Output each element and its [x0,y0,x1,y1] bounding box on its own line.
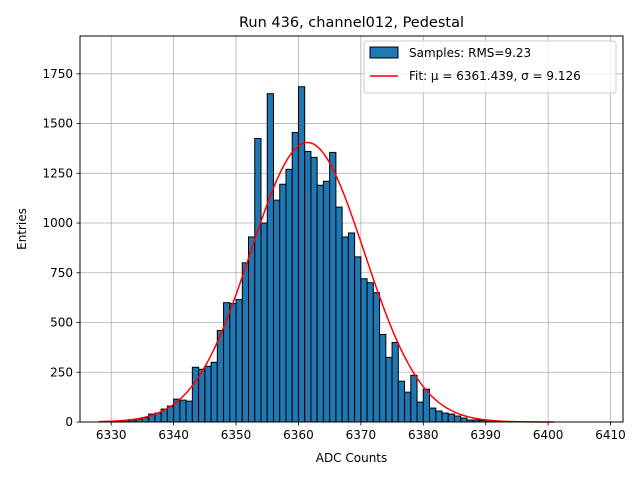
histogram-bar [329,151,337,423]
y-tick-label: 1750 [42,67,73,81]
histogram-bar [422,388,431,423]
chart-title: Run 436, channel012, Pedestal [239,15,464,31]
histogram-bar [435,410,443,423]
y-axis-ticks: 0 250 500 750 1000 1250 1500 1750 [42,67,80,429]
histogram-bar [254,137,262,423]
histogram-bar [248,236,256,423]
histogram-bar [229,303,237,423]
histogram-bar [416,401,424,423]
x-tick-label: 6360 [283,428,314,442]
histogram-bar [322,180,331,423]
histogram-bar [241,262,250,423]
fit-curve-layer [98,141,555,423]
x-tick-label: 6330 [96,428,127,442]
histogram-bar [335,206,343,423]
legend-histogram-swatch [369,46,399,59]
histogram-bar [354,256,362,423]
y-tick-label: 1500 [42,117,73,131]
histogram-bar [204,365,212,423]
histogram-bar [379,333,387,423]
histogram-bar [360,278,368,423]
x-tick-label: 6380 [408,428,439,442]
histogram-bar [391,341,399,423]
histogram-bar [347,232,356,423]
histogram-bar [397,380,406,423]
x-tick-label: 6390 [470,428,501,442]
legend-histogram-label: Samples: RMS=9.23 [409,46,531,60]
legend-fit-label: Fit: μ = 6361.439, σ = 9.126 [409,69,581,83]
x-tick-label: 6400 [533,428,564,442]
histogram-bar [304,150,312,423]
x-tick-label: 6340 [158,428,189,442]
histogram-bar [429,407,437,423]
histogram-bar [198,368,206,423]
y-tick-label: 250 [50,365,73,379]
histogram-bar [341,236,349,423]
histogram-bar [404,391,412,423]
histogram-bar [453,415,462,423]
histogram-bars [104,86,524,423]
histogram-bar [260,222,268,423]
histogram-bar [291,132,299,423]
legend: Samples: RMS=9.23 Fit: μ = 6361.439, σ =… [363,40,617,94]
y-axis-label: Entries [15,208,29,250]
plot-frame [79,35,624,423]
histogram-bar [297,86,306,423]
x-axis-ticks: 6330 6340 6350 6360 6370 6380 6390 6400 6410 [96,422,626,442]
histogram-bar [185,400,193,423]
x-axis-label: ADC Counts [316,451,388,465]
histogram-bar [310,156,318,423]
histogram-bar [460,417,468,423]
histogram-bar [266,93,274,423]
histogram-bar [441,412,449,423]
histogram-bar [210,361,218,423]
histogram-bar [235,299,243,423]
y-tick-label: 1250 [42,166,73,180]
x-tick-label: 6410 [595,428,626,442]
histogram-bar [279,183,287,423]
fit-curve [98,141,555,423]
legend-box [363,40,617,94]
histogram-bar [410,374,418,423]
histogram-bar [272,199,281,423]
histogram-bar [179,399,187,423]
x-tick-label: 6350 [221,428,252,442]
histogram-bar [191,366,200,423]
histogram-bar [216,329,225,423]
histogram-bar [316,184,324,423]
histogram-bar [447,413,455,423]
x-tick-label: 6370 [346,428,377,442]
y-tick-label: 1000 [42,216,73,230]
histogram-bar [285,168,293,423]
histogram-bar [385,356,393,423]
y-tick-label: 750 [50,266,73,280]
histogram-bar [372,292,381,423]
y-tick-label: 500 [50,316,73,330]
histogram-bar [366,282,374,423]
y-tick-label: 0 [65,415,73,429]
